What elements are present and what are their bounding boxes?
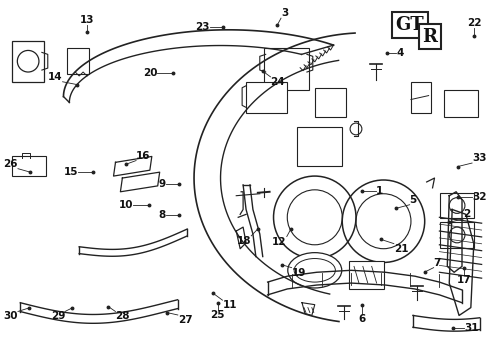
- Text: R: R: [421, 28, 436, 46]
- Text: 29: 29: [51, 311, 65, 321]
- Text: 13: 13: [79, 14, 94, 24]
- FancyBboxPatch shape: [410, 82, 430, 113]
- Text: 18: 18: [236, 236, 251, 246]
- Text: 4: 4: [395, 48, 403, 58]
- Text: 2: 2: [463, 209, 470, 219]
- Text: 1: 1: [375, 186, 383, 195]
- FancyBboxPatch shape: [263, 49, 308, 90]
- Text: 28: 28: [115, 311, 130, 321]
- Text: 12: 12: [272, 237, 286, 247]
- Text: 20: 20: [142, 68, 157, 78]
- Text: 15: 15: [64, 167, 78, 177]
- Text: 21: 21: [393, 244, 407, 253]
- Text: 22: 22: [466, 18, 480, 28]
- Text: 10: 10: [119, 200, 133, 210]
- Text: 16: 16: [136, 150, 150, 161]
- Ellipse shape: [287, 253, 341, 288]
- Ellipse shape: [294, 258, 335, 282]
- Text: 5: 5: [409, 195, 416, 205]
- FancyBboxPatch shape: [12, 41, 44, 82]
- Text: 17: 17: [456, 275, 471, 285]
- Text: 8: 8: [158, 210, 165, 220]
- FancyBboxPatch shape: [348, 261, 384, 289]
- Text: 14: 14: [48, 72, 62, 82]
- Text: 19: 19: [291, 267, 305, 278]
- Text: 30: 30: [3, 311, 18, 321]
- FancyBboxPatch shape: [444, 90, 477, 117]
- Text: 27: 27: [178, 315, 192, 325]
- Text: 7: 7: [433, 258, 440, 267]
- Text: 11: 11: [222, 300, 237, 310]
- FancyBboxPatch shape: [297, 127, 342, 166]
- FancyBboxPatch shape: [314, 88, 346, 117]
- Text: 33: 33: [471, 153, 486, 163]
- Text: 32: 32: [471, 192, 486, 202]
- FancyBboxPatch shape: [440, 193, 473, 218]
- Text: 24: 24: [270, 77, 285, 87]
- FancyBboxPatch shape: [245, 82, 286, 113]
- FancyBboxPatch shape: [12, 157, 46, 176]
- FancyBboxPatch shape: [67, 49, 89, 74]
- Text: 3: 3: [281, 8, 288, 18]
- Text: 31: 31: [464, 323, 478, 333]
- Text: 25: 25: [210, 310, 224, 320]
- Text: 26: 26: [3, 159, 18, 169]
- Text: 9: 9: [159, 179, 165, 189]
- Text: 6: 6: [357, 314, 365, 324]
- Text: GT: GT: [395, 16, 424, 34]
- FancyBboxPatch shape: [440, 222, 473, 248]
- Text: 23: 23: [195, 22, 209, 32]
